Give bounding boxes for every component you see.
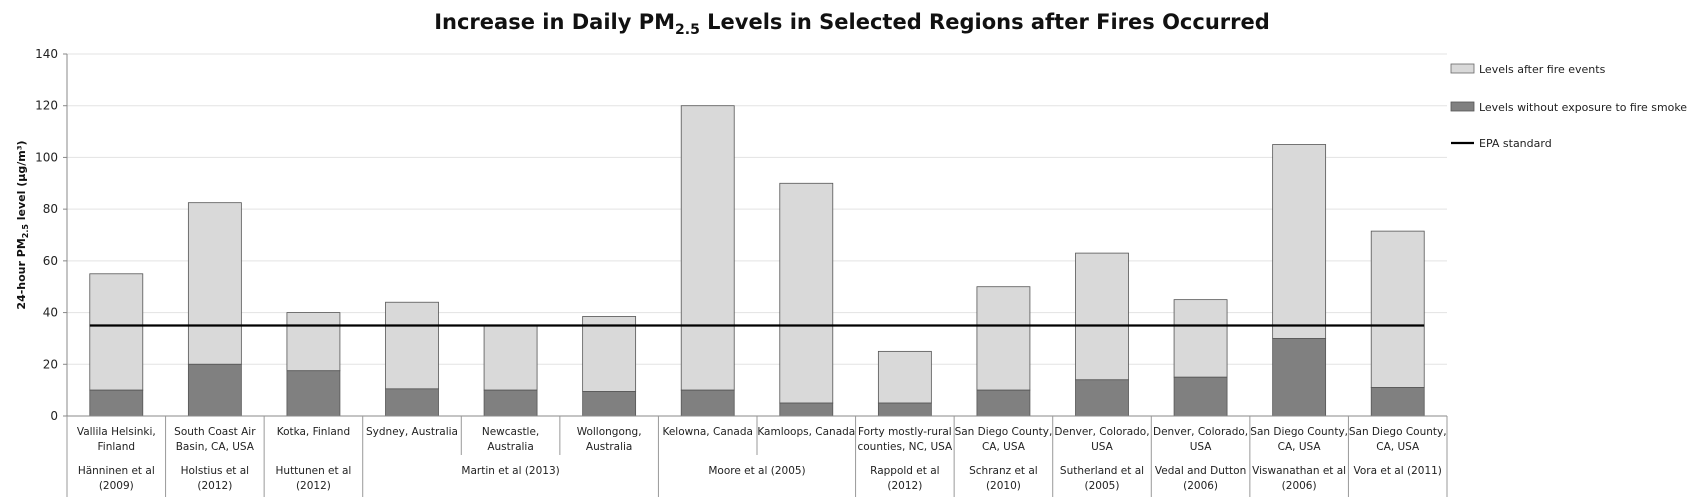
- y-tick-label: 120: [35, 99, 58, 113]
- study-label: Vedal and Dutton: [1155, 465, 1246, 477]
- y-tick-label: 0: [50, 409, 58, 423]
- legend-label-epa: EPA standard: [1479, 137, 1552, 150]
- bar-after-fire: [680, 105, 735, 391]
- bar-without-smoke: [1272, 338, 1327, 417]
- study-label: (2005): [1085, 480, 1120, 492]
- category-label: San Diego County,: [1349, 426, 1447, 438]
- study-label: Schranz et al: [969, 465, 1038, 477]
- bar-after-fire: [89, 273, 144, 391]
- category-label: Denver, Colorado,: [1054, 426, 1149, 438]
- study-label: (2012): [197, 480, 232, 492]
- category-label: Denver, Colorado,: [1153, 426, 1248, 438]
- bar-without-smoke: [483, 389, 538, 417]
- study-label: Moore et al (2005): [708, 465, 805, 477]
- bar-after-fire: [1370, 230, 1425, 388]
- bar-after-fire: [1075, 252, 1129, 381]
- category-label: Kotka, Finland: [277, 426, 350, 438]
- bar-without-smoke: [1173, 376, 1228, 417]
- legend-swatch-after: [1450, 63, 1475, 74]
- bar-after-fire: [582, 316, 637, 392]
- category-label: Vallila Helsinki,: [77, 426, 156, 438]
- y-axis-label: 24-hour PM2.5 level (µg/m³): [15, 140, 30, 309]
- bar-without-smoke: [89, 389, 144, 417]
- y-tick-label: 40: [43, 306, 58, 320]
- bar-without-smoke: [286, 370, 341, 417]
- bar-without-smoke: [976, 389, 1031, 417]
- bar-after-fire: [976, 286, 1031, 391]
- bar-without-smoke: [779, 402, 834, 417]
- study-label: Hänninen et al: [78, 465, 155, 477]
- legend-label-after: Levels after fire events: [1479, 63, 1606, 76]
- category-labels: Vallila Helsinki, Finland South Coast Air B…: [77, 426, 1447, 492]
- category-label: Australia: [487, 441, 533, 453]
- category-label: Forty mostly-rural: [858, 426, 952, 438]
- bar-without-smoke: [1370, 387, 1425, 417]
- category-label: Australia: [586, 441, 632, 453]
- study-label: Vora et al (2011): [1354, 465, 1442, 477]
- category-label: Kamloops, Canada: [757, 426, 855, 438]
- legend-swatch-without: [1450, 101, 1475, 112]
- bar-after-fire: [779, 182, 834, 404]
- bar-without-smoke: [680, 389, 735, 417]
- study-label: Sutherland et al: [1060, 465, 1144, 477]
- category-label: CA, USA: [1278, 441, 1322, 453]
- category-label: San Diego County,: [1250, 426, 1348, 438]
- category-label: CA, USA: [982, 441, 1026, 453]
- study-label: (2012): [887, 480, 922, 492]
- y-tick-label: 80: [43, 202, 58, 216]
- study-label: Viswanathan et al: [1252, 465, 1346, 477]
- y-axis-ticks: 0 20 40 60 80 100 120 140: [35, 47, 58, 423]
- bar-after-fire: [385, 301, 439, 390]
- y-tick-label: 100: [35, 150, 58, 164]
- study-label: (2010): [986, 480, 1021, 492]
- bar-without-smoke: [1075, 379, 1129, 417]
- bar-after-fire: [877, 350, 932, 404]
- bar-without-smoke: [187, 363, 242, 417]
- bar-without-smoke: [582, 391, 637, 417]
- bar-after-fire: [1173, 299, 1228, 378]
- bar-after-fire: [286, 312, 341, 372]
- category-label: counties, NC, USA: [857, 441, 953, 453]
- category-label: USA: [1190, 441, 1213, 453]
- study-label: (2009): [99, 480, 134, 492]
- study-label: Rappold et al: [870, 465, 939, 477]
- y-tick-label: 60: [43, 254, 58, 268]
- y-tick-label: 20: [43, 357, 58, 371]
- study-label: Holstius et al: [181, 465, 249, 477]
- category-label: USA: [1091, 441, 1114, 453]
- bar-after-fire: [1272, 144, 1327, 339]
- bar-after-fire: [483, 325, 538, 391]
- y-tick-label: 140: [35, 47, 58, 61]
- bar-without-smoke: [877, 402, 932, 417]
- bar-without-smoke: [385, 388, 439, 417]
- axes: [63, 53, 1448, 497]
- category-label: Wollongong,: [577, 426, 642, 438]
- study-label: (2006): [1183, 480, 1218, 492]
- gridlines: [67, 53, 1447, 365]
- study-label: Martin et al (2013): [461, 465, 559, 477]
- category-label: San Diego County,: [955, 426, 1053, 438]
- category-label: Sydney, Australia: [366, 426, 458, 438]
- category-label: South Coast Air: [174, 426, 256, 438]
- study-label: (2006): [1282, 480, 1317, 492]
- bars: [89, 105, 1425, 417]
- category-label: Kelowna, Canada: [662, 426, 752, 438]
- category-label: Newcastle,: [482, 426, 539, 438]
- category-label: Basin, CA, USA: [176, 441, 255, 453]
- study-label: (2012): [296, 480, 331, 492]
- category-label: Finland: [98, 441, 136, 453]
- chart-title: Increase in Daily PM2.5 Levels in Select…: [434, 10, 1270, 38]
- legend-label-without: Levels without exposure to fire smoke: [1479, 101, 1687, 114]
- bar-after-fire: [187, 202, 242, 365]
- category-label: CA, USA: [1376, 441, 1420, 453]
- study-label: Huttunen et al: [276, 465, 352, 477]
- legend: Levels after fire events Levels without e…: [1450, 63, 1687, 150]
